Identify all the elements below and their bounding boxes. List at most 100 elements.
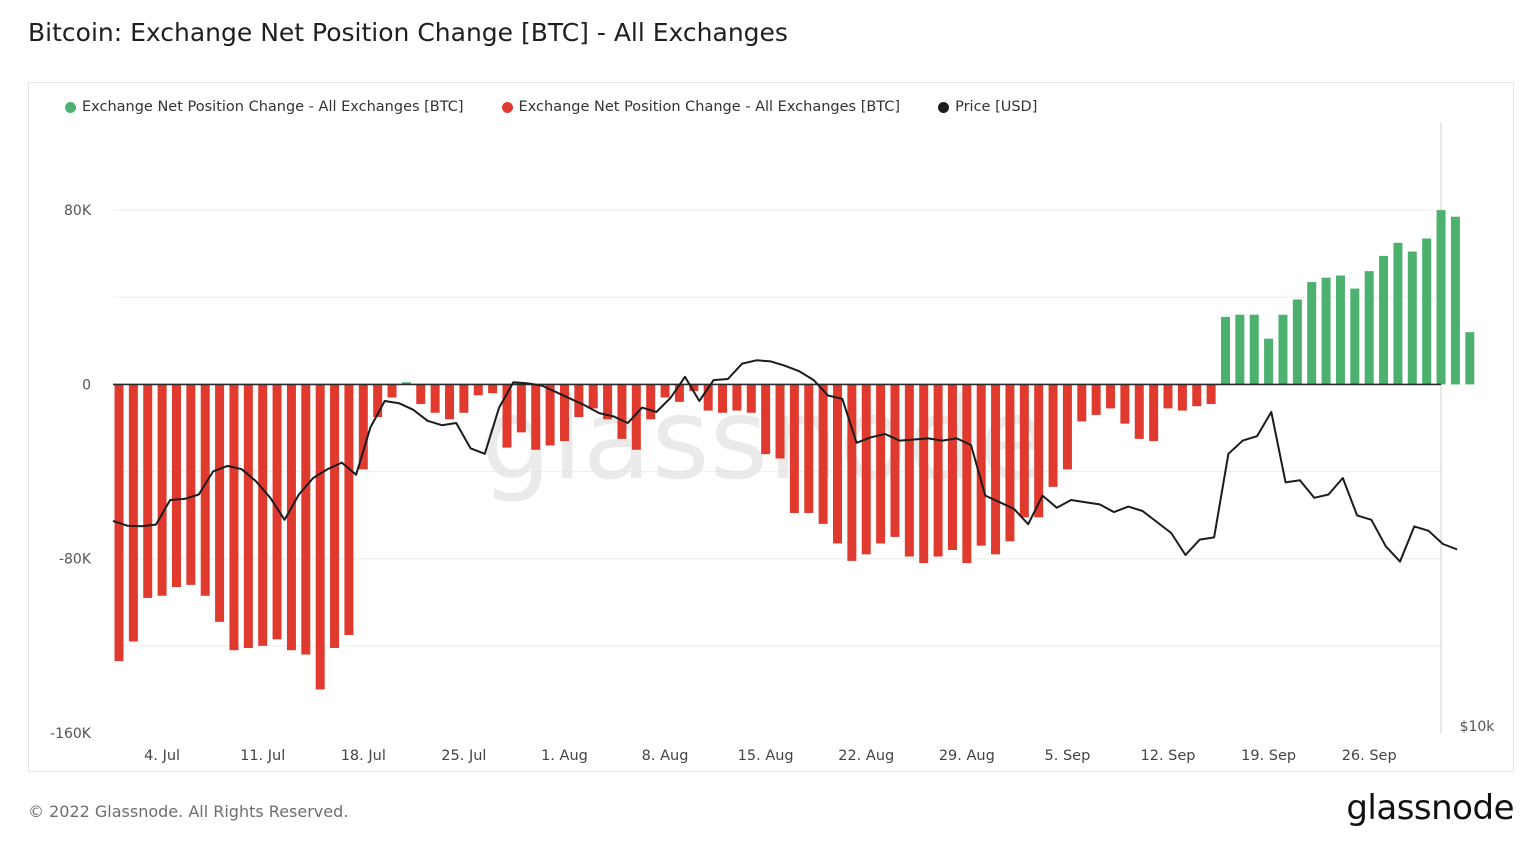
bar-outflow: [128, 384, 138, 642]
bar-outflow: [847, 384, 857, 561]
x-tick-label: 22. Aug: [838, 748, 894, 764]
legend-item-outflow[interactable]: Exchange Net Position Change - All Excha…: [501, 99, 901, 115]
x-tick-label: 8. Aug: [642, 748, 689, 764]
bar-outflow: [1163, 384, 1173, 409]
legend-item-inflow[interactable]: Exchange Net Position Change - All Excha…: [65, 99, 464, 115]
bar-outflow: [789, 384, 799, 513]
bar-inflow: [1220, 316, 1230, 385]
bar-outflow: [761, 384, 771, 455]
x-tick-label: 29. Aug: [939, 748, 995, 764]
legend-dot-red: [501, 101, 513, 113]
bar-outflow: [603, 384, 613, 420]
glassnode-logo: glassnode: [1346, 788, 1514, 828]
bar-outflow: [157, 384, 167, 596]
x-tick-label: 4. Jul: [144, 748, 180, 764]
bar-outflow: [171, 384, 181, 588]
bar-outflow: [1062, 384, 1072, 470]
chart-legend: Exchange Net Position Change - All Excha…: [65, 99, 1037, 115]
bar-outflow: [143, 384, 153, 598]
bar-outflow: [890, 384, 900, 537]
bar-outflow: [1077, 384, 1087, 422]
x-tick-label: 26. Sep: [1342, 748, 1397, 764]
bar-outflow: [344, 384, 354, 635]
page-title: Bitcoin: Exchange Net Position Change [B…: [28, 18, 788, 47]
bar-outflow: [962, 384, 972, 564]
bar-outflow: [229, 384, 239, 651]
bar-outflow: [301, 384, 311, 655]
bar-outflow: [186, 384, 196, 585]
y-tick-label: 80K: [64, 203, 92, 219]
bar-outflow: [833, 384, 842, 544]
price-line: [112, 359, 1458, 563]
bar-outflow: [804, 384, 814, 513]
bar-inflow: [1264, 338, 1274, 385]
bar-outflow: [502, 384, 512, 448]
bar-outflow: [373, 384, 383, 418]
bar-outflow: [674, 384, 684, 402]
bar-outflow: [1034, 384, 1044, 518]
bar-inflow: [1350, 288, 1360, 385]
bar-outflow: [286, 384, 296, 651]
bar-outflow: [861, 384, 871, 555]
y-tick-label: -80K: [59, 552, 92, 568]
bar-outflow: [1149, 384, 1159, 442]
bar-outflow: [818, 384, 828, 524]
x-tick-label: 15. Aug: [738, 748, 794, 764]
bar-inflow: [1407, 251, 1417, 385]
x-tick-label: 11. Jul: [240, 748, 285, 764]
bar-inflow: [1450, 216, 1460, 385]
x-tick-label: 18. Jul: [341, 748, 386, 764]
bar-outflow: [1206, 384, 1216, 405]
bar-inflow: [1465, 332, 1475, 385]
bar-outflow: [315, 384, 325, 690]
bar-outflow: [904, 384, 914, 557]
bar-inflow: [1278, 314, 1288, 385]
right-axis-label: $10k: [1460, 719, 1496, 735]
bar-outflow: [646, 384, 656, 420]
bar-inflow: [1335, 275, 1345, 385]
bar-inflow: [1321, 277, 1331, 385]
legend-dot-black: [938, 101, 950, 113]
bar-outflow: [947, 384, 957, 550]
bar-outflow: [933, 384, 943, 557]
x-tick-label: 12. Sep: [1141, 748, 1196, 764]
bar-inflow: [1379, 255, 1389, 385]
bar-outflow: [330, 384, 340, 649]
bar-outflow: [272, 384, 282, 640]
legend-item-price[interactable]: Price [USD]: [938, 99, 1037, 115]
bar-outflow: [1005, 384, 1015, 542]
bar-outflow: [473, 384, 483, 396]
bar-outflow: [976, 384, 986, 546]
bar-inflow: [1249, 314, 1259, 385]
bar-outflow: [531, 384, 541, 450]
bar-outflow: [200, 384, 210, 596]
bar-inflow: [1292, 299, 1302, 385]
bar-outflow: [718, 384, 728, 413]
bar-inflow: [1422, 238, 1432, 385]
x-tick-label: 25. Jul: [441, 748, 486, 764]
bar-outflow: [775, 384, 785, 459]
bar-outflow: [358, 384, 368, 470]
y-tick-label: 0: [82, 377, 91, 393]
bar-outflow: [545, 384, 555, 446]
bar-outflow: [559, 384, 569, 442]
bar-outflow: [258, 384, 268, 646]
bar-outflow: [1048, 384, 1058, 487]
bar-inflow: [1436, 210, 1446, 385]
bar-outflow: [1177, 384, 1187, 411]
bar-outflow: [459, 384, 469, 413]
chart-panel: glassnode 80K 0 -80K -160K $10k 4. Jul 11. Jul 1…: [28, 82, 1514, 772]
x-tick-label: 1. Aug: [541, 748, 588, 764]
bar-inflow: [1235, 314, 1245, 385]
bar-outflow: [574, 384, 584, 418]
bar-outflow: [387, 384, 397, 398]
bar-outflow: [516, 384, 526, 433]
legend-label: Exchange Net Position Change - All Excha…: [518, 99, 901, 115]
legend-label: Exchange Net Position Change - All Excha…: [82, 99, 464, 115]
x-tick-label: 5. Sep: [1045, 748, 1091, 764]
bar-outflow: [746, 384, 756, 413]
copyright-text: © 2022 Glassnode. All Rights Reserved.: [28, 802, 349, 821]
bar-outflow: [919, 384, 929, 564]
bar-outflow: [703, 384, 713, 411]
